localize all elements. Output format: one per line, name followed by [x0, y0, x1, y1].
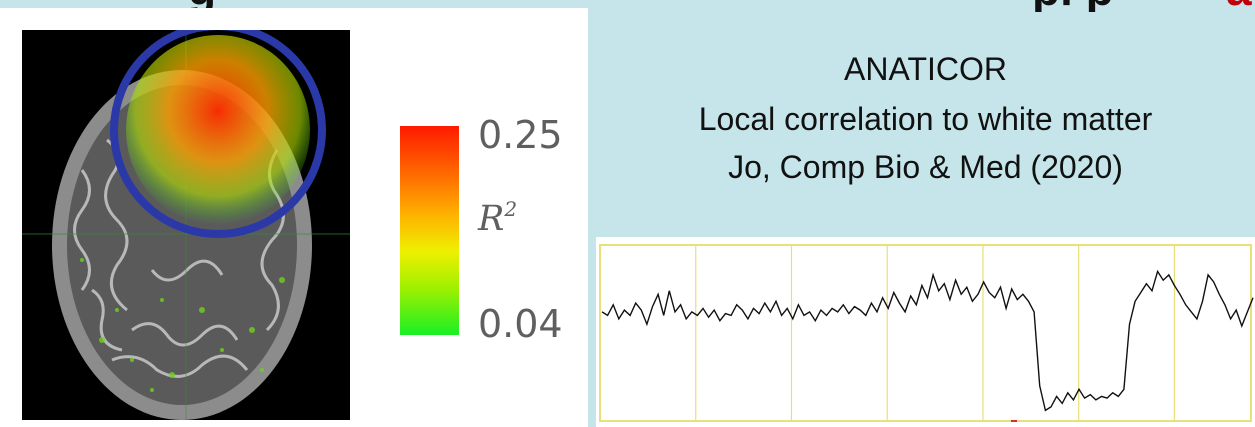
white-matter-folds: [73, 138, 285, 378]
brain-map-figure: 0.25 R2 0.04: [0, 8, 588, 427]
timeseries-line: [601, 269, 1254, 412]
colorbar-quantity-label: R2: [478, 192, 517, 237]
timeseries-grid: [599, 244, 1252, 422]
colorbar-min-label: 0.04: [478, 302, 563, 346]
timeseries-frame: [599, 244, 1252, 422]
method-description: Local correlation to white matter: [698, 101, 1153, 137]
quantity-superscript: 2: [504, 197, 518, 221]
brain-image: [22, 22, 350, 420]
activation-cluster: [126, 35, 310, 225]
timeseries-graphic: [599, 244, 1254, 422]
quantity-symbol: R: [478, 199, 505, 239]
method-reference: Jo, Comp Bio & Med (2020): [728, 149, 1123, 185]
title-fragment-right: pl p: [1032, 0, 1114, 12]
title-fragment-red: a: [1226, 0, 1252, 12]
brain-image-graphic: [22, 22, 350, 420]
method-name: ANATICOR: [844, 51, 1007, 87]
timeseries-plot: [596, 237, 1255, 427]
activation-speckles: [80, 258, 285, 392]
colorbar: [400, 126, 459, 335]
colorbar-max-label: 0.25: [478, 113, 563, 157]
